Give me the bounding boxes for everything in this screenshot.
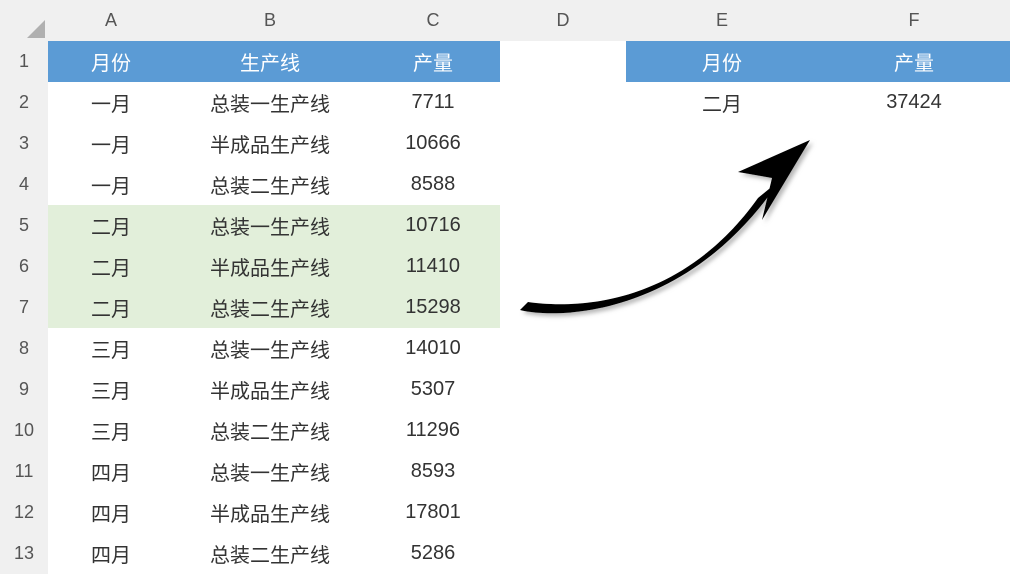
cell-B11[interactable]: 总装一生产线 [174, 451, 366, 492]
cell-D6[interactable] [500, 246, 626, 287]
cell-B8[interactable]: 总装一生产线 [174, 328, 366, 369]
cell-B10[interactable]: 总装二生产线 [174, 410, 366, 451]
cell-C11[interactable]: 8593 [366, 451, 500, 492]
cell-F2[interactable]: 37424 [818, 82, 1010, 123]
cell-D13[interactable] [500, 533, 626, 574]
cell-F8[interactable] [818, 328, 1010, 369]
col-header-F[interactable]: F [818, 0, 1010, 41]
cell-D10[interactable] [500, 410, 626, 451]
cell-B7[interactable]: 总装二生产线 [174, 287, 366, 328]
row-header-13[interactable]: 13 [0, 533, 48, 574]
row-header-3[interactable]: 3 [0, 123, 48, 164]
cell-A8[interactable]: 三月 [48, 328, 174, 369]
spreadsheet-grid: ABCDEF1月份生产线产量月份产量2一月总装一生产线7711二月374243一… [0, 0, 1010, 574]
cell-C3[interactable]: 10666 [366, 123, 500, 164]
row-header-10[interactable]: 10 [0, 410, 48, 451]
cell-A11[interactable]: 四月 [48, 451, 174, 492]
cell-A2[interactable]: 一月 [48, 82, 174, 123]
cell-C13[interactable]: 5286 [366, 533, 500, 574]
cell-B4[interactable]: 总装二生产线 [174, 164, 366, 205]
select-all-corner[interactable] [0, 0, 48, 41]
cell-E5[interactable] [626, 205, 818, 246]
cell-B5[interactable]: 总装一生产线 [174, 205, 366, 246]
col-header-A[interactable]: A [48, 0, 174, 41]
cell-A3[interactable]: 一月 [48, 123, 174, 164]
cell-F4[interactable] [818, 164, 1010, 205]
col-header-B[interactable]: B [174, 0, 366, 41]
cell-D3[interactable] [500, 123, 626, 164]
cell-C12[interactable]: 17801 [366, 492, 500, 533]
cell-A10[interactable]: 三月 [48, 410, 174, 451]
cell-E8[interactable] [626, 328, 818, 369]
cell-F9[interactable] [818, 369, 1010, 410]
cell-D12[interactable] [500, 492, 626, 533]
cell-B13[interactable]: 总装二生产线 [174, 533, 366, 574]
cell-E13[interactable] [626, 533, 818, 574]
cell-D4[interactable] [500, 164, 626, 205]
cell-F13[interactable] [818, 533, 1010, 574]
row-header-2[interactable]: 2 [0, 82, 48, 123]
cell-D5[interactable] [500, 205, 626, 246]
cell-D1[interactable] [500, 41, 626, 82]
row-header-4[interactable]: 4 [0, 164, 48, 205]
main-th-line: 生产线 [174, 41, 366, 82]
cell-F12[interactable] [818, 492, 1010, 533]
col-header-E[interactable]: E [626, 0, 818, 41]
cell-A13[interactable]: 四月 [48, 533, 174, 574]
cell-A4[interactable]: 一月 [48, 164, 174, 205]
cell-E7[interactable] [626, 287, 818, 328]
row-header-6[interactable]: 6 [0, 246, 48, 287]
row-header-11[interactable]: 11 [0, 451, 48, 492]
cell-E4[interactable] [626, 164, 818, 205]
cell-B12[interactable]: 半成品生产线 [174, 492, 366, 533]
cell-A5[interactable]: 二月 [48, 205, 174, 246]
cell-A6[interactable]: 二月 [48, 246, 174, 287]
cell-E2[interactable]: 二月 [626, 82, 818, 123]
cell-C5[interactable]: 10716 [366, 205, 500, 246]
main-th-output: 产量 [366, 41, 500, 82]
cell-C7[interactable]: 15298 [366, 287, 500, 328]
row-header-8[interactable]: 8 [0, 328, 48, 369]
cell-A9[interactable]: 三月 [48, 369, 174, 410]
cell-C10[interactable]: 11296 [366, 410, 500, 451]
main-th-month: 月份 [48, 41, 174, 82]
cell-C9[interactable]: 5307 [366, 369, 500, 410]
cell-C6[interactable]: 11410 [366, 246, 500, 287]
cell-A12[interactable]: 四月 [48, 492, 174, 533]
row-header-1[interactable]: 1 [0, 41, 48, 82]
cell-E3[interactable] [626, 123, 818, 164]
cell-F10[interactable] [818, 410, 1010, 451]
cell-A7[interactable]: 二月 [48, 287, 174, 328]
cell-E6[interactable] [626, 246, 818, 287]
cell-C4[interactable]: 8588 [366, 164, 500, 205]
cell-E10[interactable] [626, 410, 818, 451]
cell-C8[interactable]: 14010 [366, 328, 500, 369]
cell-F3[interactable] [818, 123, 1010, 164]
cell-D8[interactable] [500, 328, 626, 369]
cell-F7[interactable] [818, 287, 1010, 328]
col-header-D[interactable]: D [500, 0, 626, 41]
cell-E9[interactable] [626, 369, 818, 410]
cell-D7[interactable] [500, 287, 626, 328]
cell-B3[interactable]: 半成品生产线 [174, 123, 366, 164]
cell-F11[interactable] [818, 451, 1010, 492]
cell-F5[interactable] [818, 205, 1010, 246]
cell-B9[interactable]: 半成品生产线 [174, 369, 366, 410]
row-header-12[interactable]: 12 [0, 492, 48, 533]
cell-B6[interactable]: 半成品生产线 [174, 246, 366, 287]
cell-B2[interactable]: 总装一生产线 [174, 82, 366, 123]
row-header-7[interactable]: 7 [0, 287, 48, 328]
summary-th-month: 月份 [626, 41, 818, 82]
row-header-5[interactable]: 5 [0, 205, 48, 246]
cell-D9[interactable] [500, 369, 626, 410]
cell-F6[interactable] [818, 246, 1010, 287]
cell-E11[interactable] [626, 451, 818, 492]
cell-D11[interactable] [500, 451, 626, 492]
cell-E12[interactable] [626, 492, 818, 533]
col-header-C[interactable]: C [366, 0, 500, 41]
summary-th-output: 产量 [818, 41, 1010, 82]
cell-D2[interactable] [500, 82, 626, 123]
cell-C2[interactable]: 7711 [366, 82, 500, 123]
row-header-9[interactable]: 9 [0, 369, 48, 410]
